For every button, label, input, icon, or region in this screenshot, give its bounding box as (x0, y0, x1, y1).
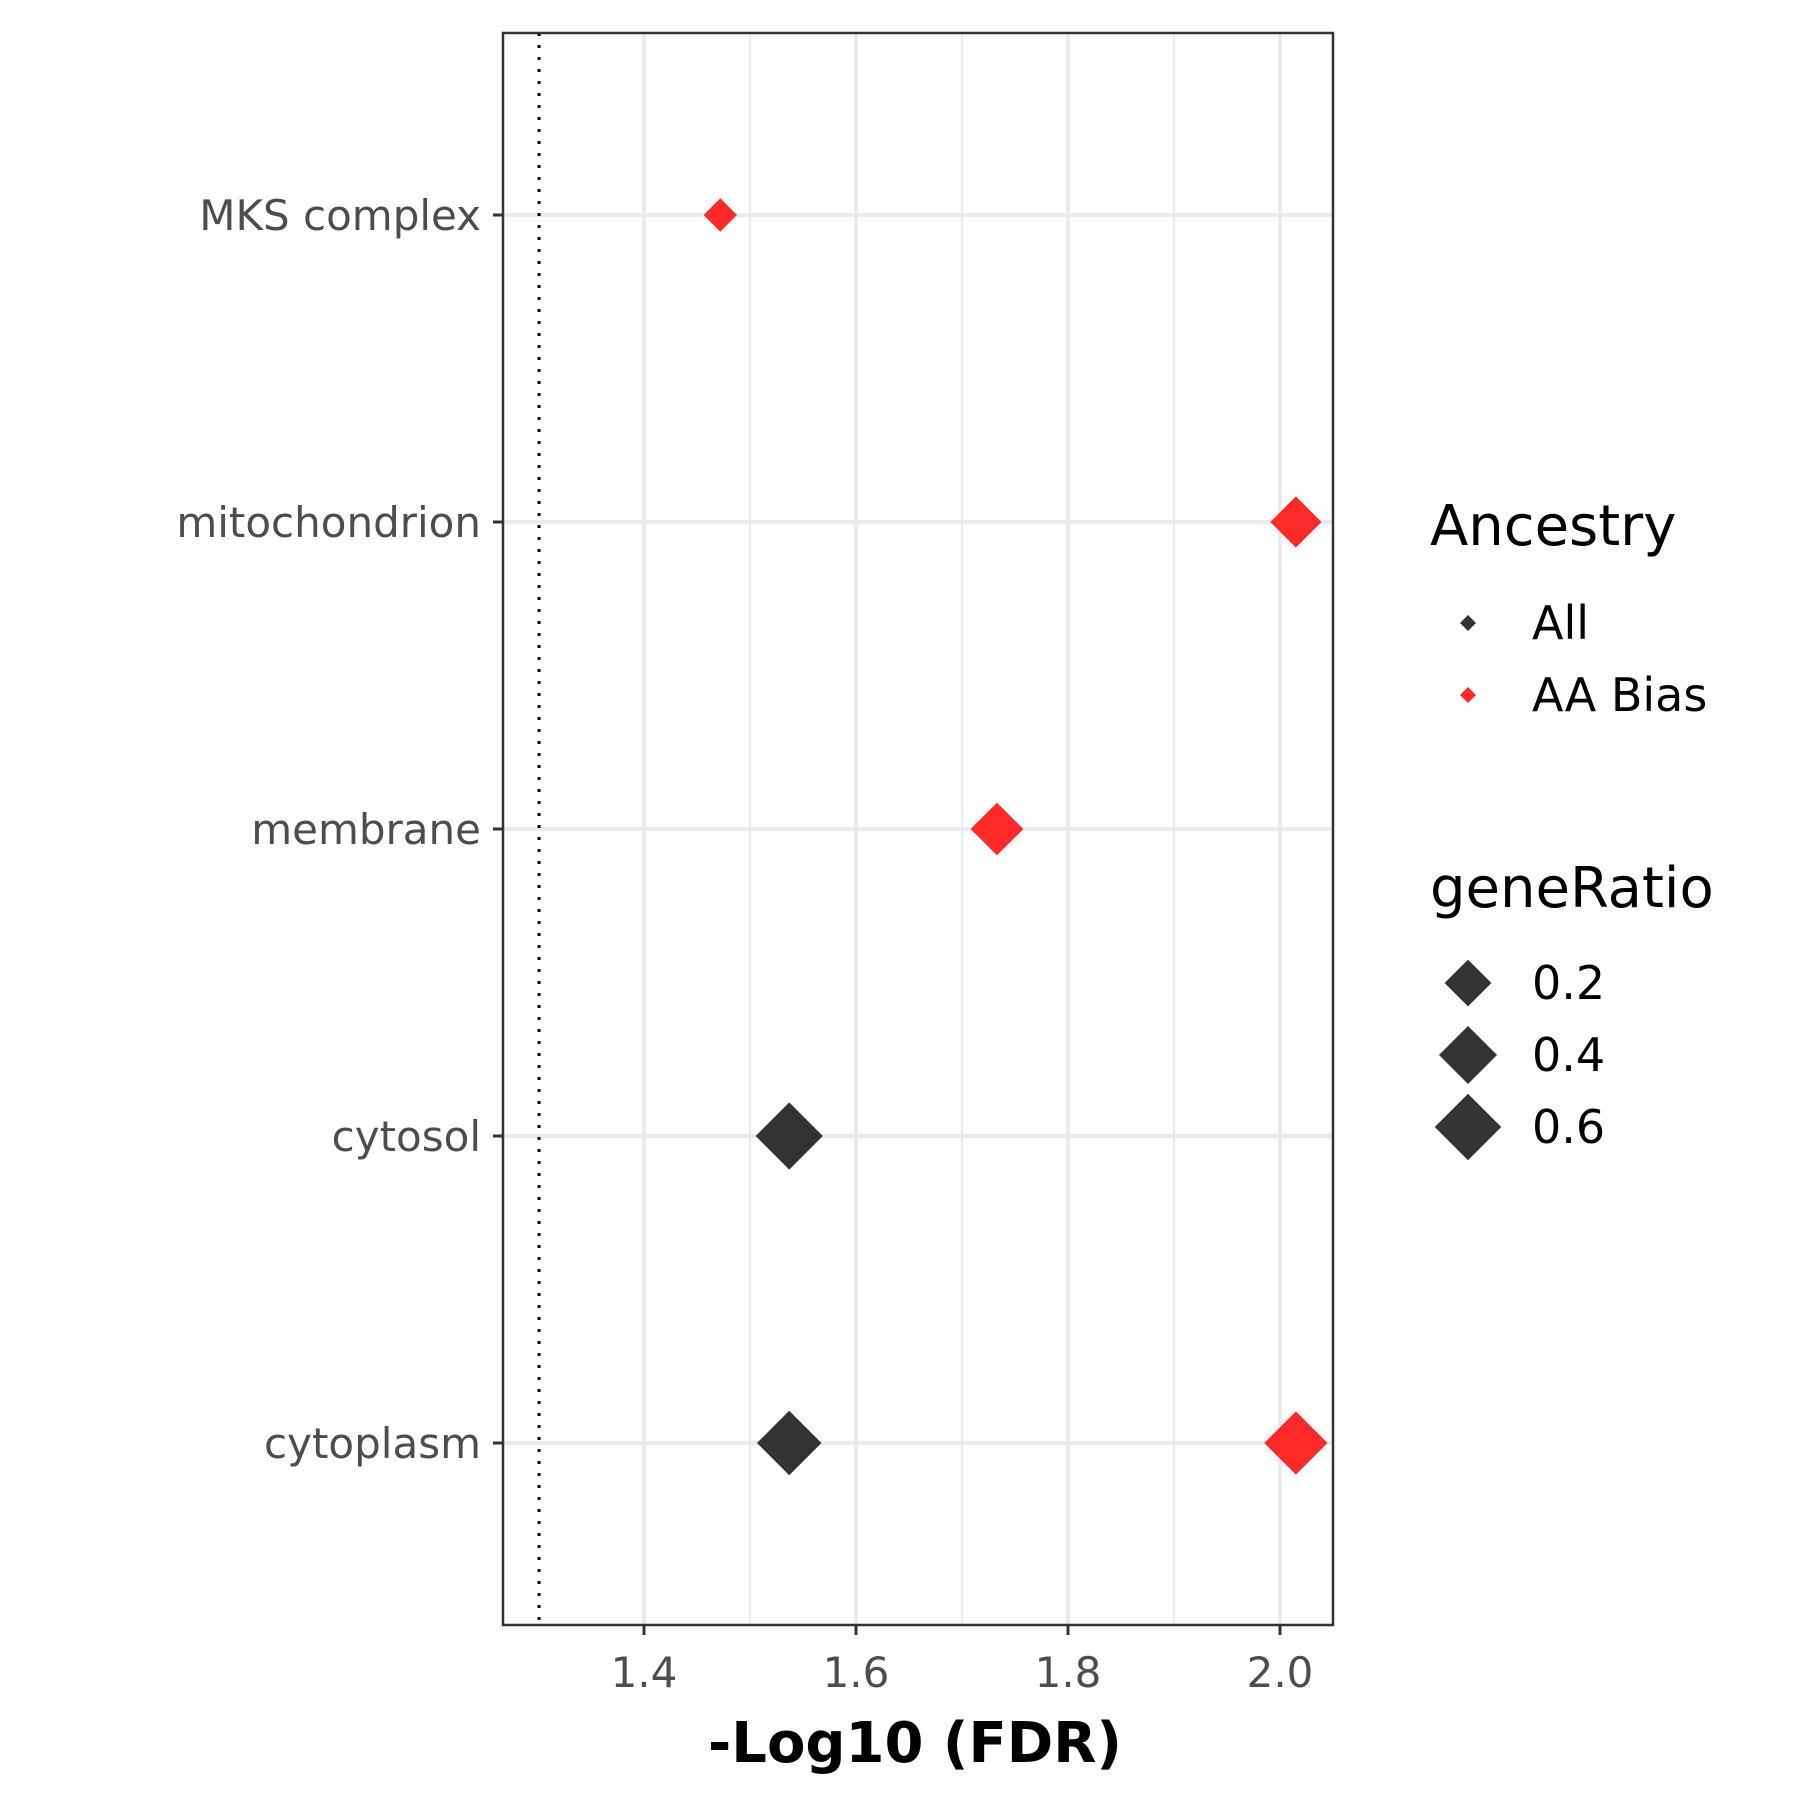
x-axis-title: -Log10 (FDR) (708, 1711, 1122, 1776)
data-point (756, 1410, 822, 1476)
y-tick-label: cytoplasm (264, 1419, 481, 1468)
x-tick-label: 1.8 (1035, 1648, 1102, 1697)
x-tick-label: 1.4 (611, 1648, 678, 1697)
legend-label-generatio: 0.6 (1532, 1100, 1605, 1154)
legend-title-generatio: geneRatio (1430, 856, 1714, 921)
legend-key-size (1444, 959, 1492, 1007)
legend: Ancestry All AA Bias geneRatio 0.2 0.4 0.6 (1430, 494, 1714, 1161)
legend-label-generatio: 0.2 (1532, 956, 1605, 1010)
legend-key-color (1460, 615, 1476, 631)
data-point (755, 1102, 823, 1170)
legend-label-ancestry: AA Bias (1532, 668, 1707, 722)
axes: 1.4 1.6 1.8 2.0 MKS complex mitochondrion memb… (176, 191, 1313, 1697)
legend-title-ancestry: Ancestry (1430, 494, 1676, 559)
legend-key-size (1439, 1026, 1497, 1084)
data-point (1264, 1411, 1328, 1475)
plot-panel (503, 33, 1333, 1625)
y-tick-label: cytosol (332, 1112, 481, 1161)
data-point (703, 198, 738, 232)
data-points (703, 198, 1328, 1476)
legend-key-color (1460, 687, 1476, 703)
legend-key-size (1434, 1093, 1502, 1161)
legend-label-generatio: 0.4 (1532, 1028, 1605, 1082)
y-tick-label: membrane (251, 805, 481, 854)
y-tick-label: MKS complex (199, 191, 481, 240)
legend-label-ancestry: All (1532, 596, 1589, 650)
y-tick-label: mitochondrion (176, 498, 481, 547)
data-point (970, 802, 1024, 856)
x-tick-label: 1.6 (823, 1648, 890, 1697)
data-point (1270, 496, 1322, 548)
x-tick-label: 2.0 (1247, 1648, 1314, 1697)
